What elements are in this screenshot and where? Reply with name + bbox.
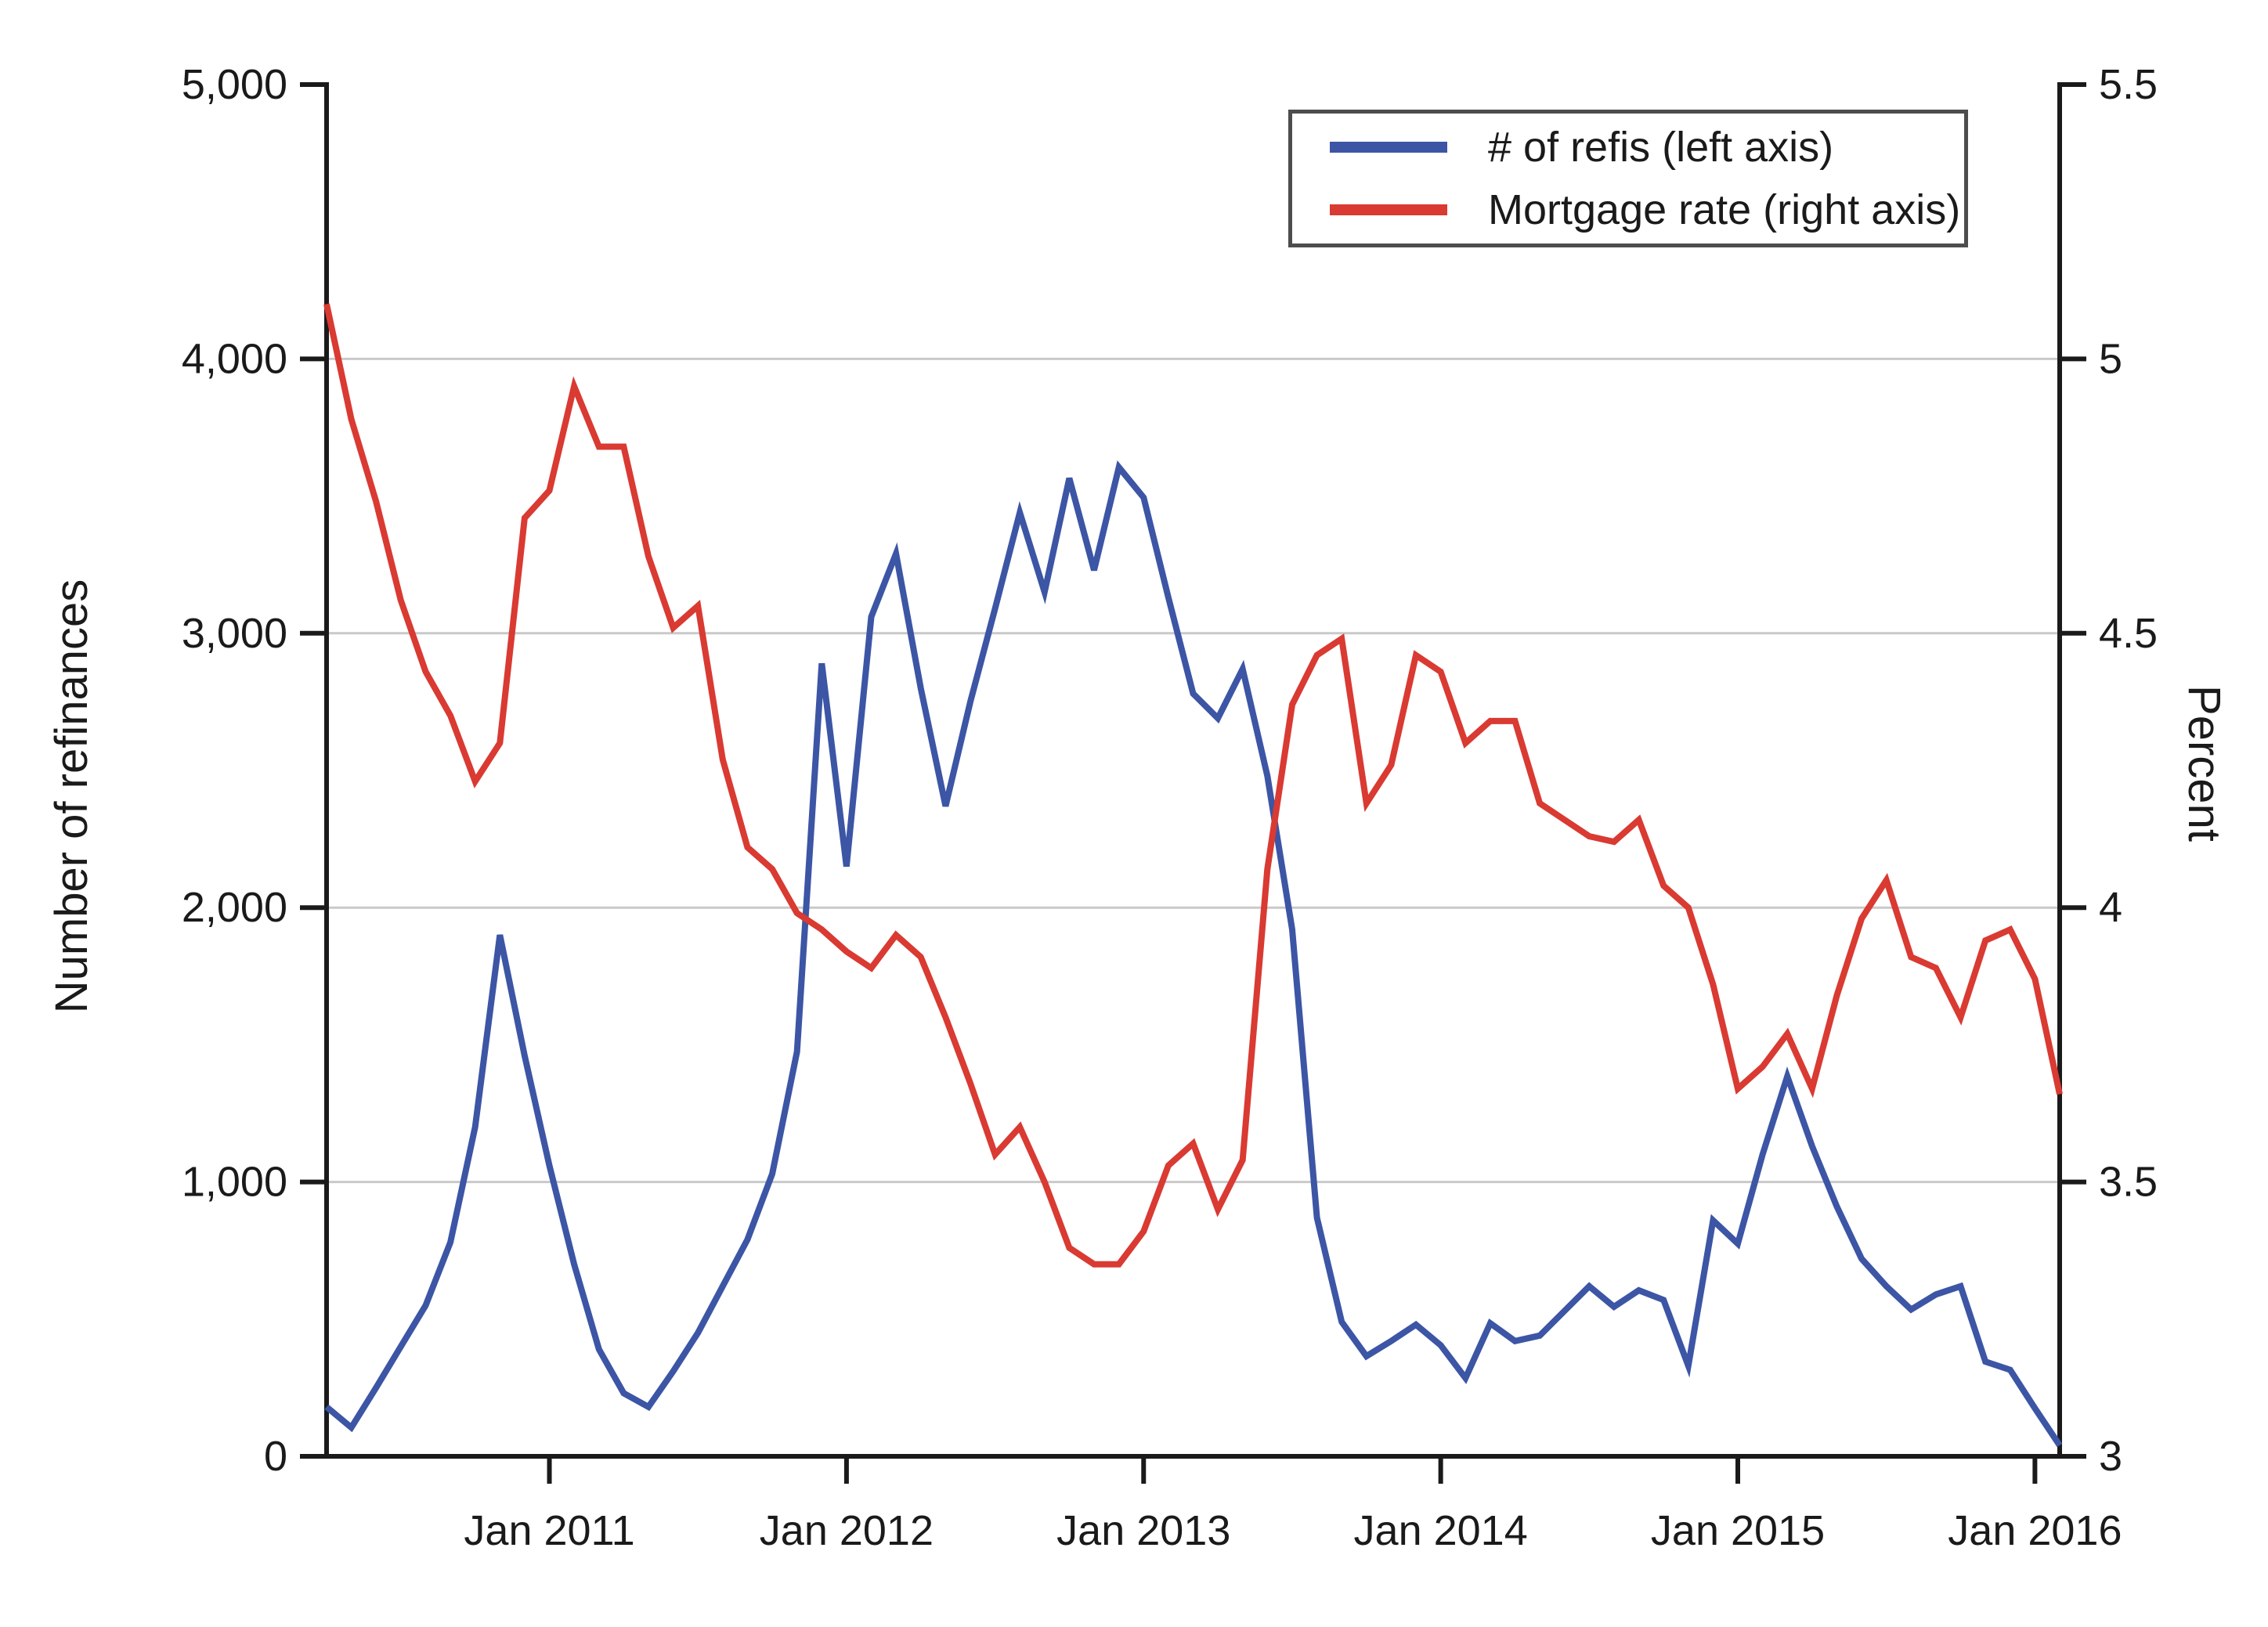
right-axis-tick-label: 4.5 bbox=[2099, 610, 2158, 657]
left-axis-title: Number of refinances bbox=[46, 579, 97, 1014]
left-axis-tick-label: 2,000 bbox=[182, 884, 287, 931]
x-axis-tick-label: Jan 2016 bbox=[1948, 1507, 2122, 1554]
mortgage-rate-line-swatch bbox=[1330, 204, 1447, 215]
x-axis-tick-label: Jan 2011 bbox=[464, 1507, 634, 1554]
x-axis-tick-label: Jan 2015 bbox=[1651, 1507, 1825, 1554]
x-axis-tick-label: Jan 2012 bbox=[760, 1507, 934, 1554]
right-axis-tick-label: 4 bbox=[2099, 884, 2122, 931]
x-axis-tick-label: Jan 2013 bbox=[1056, 1507, 1230, 1554]
legend-label-refis: # of refis (left axis) bbox=[1488, 124, 1834, 171]
left-axis-tick-label: 3,000 bbox=[182, 610, 287, 657]
right-axis-tick-label: 5 bbox=[2099, 335, 2122, 382]
legend-label-mortgage-rate: Mortgage rate (right axis) bbox=[1488, 186, 1961, 233]
legend-item-mortgage-rate: Mortgage rate (right axis) bbox=[1330, 189, 1964, 231]
right-axis-tick-label: 3.5 bbox=[2099, 1159, 2158, 1206]
refis-line-swatch bbox=[1330, 142, 1447, 153]
right-axis-title: Percent bbox=[2179, 685, 2230, 842]
left-axis-tick-label: 5,000 bbox=[182, 61, 287, 108]
left-axis-tick-label: 1,000 bbox=[182, 1159, 287, 1206]
right-axis-tick-label: 3 bbox=[2099, 1433, 2122, 1480]
legend-item-refis: # of refis (left axis) bbox=[1330, 126, 1964, 168]
legend: # of refis (left axis) Mortgage rate (ri… bbox=[1288, 110, 1968, 247]
refis-line bbox=[324, 460, 2063, 1448]
left-axis-tick-label: 0 bbox=[264, 1433, 287, 1480]
mortgage-rate-line bbox=[323, 303, 2063, 1268]
left-axis-tick-label: 4,000 bbox=[182, 335, 287, 382]
x-axis-tick-label: Jan 2014 bbox=[1354, 1507, 1528, 1554]
right-axis-tick-label: 5.5 bbox=[2099, 61, 2158, 108]
